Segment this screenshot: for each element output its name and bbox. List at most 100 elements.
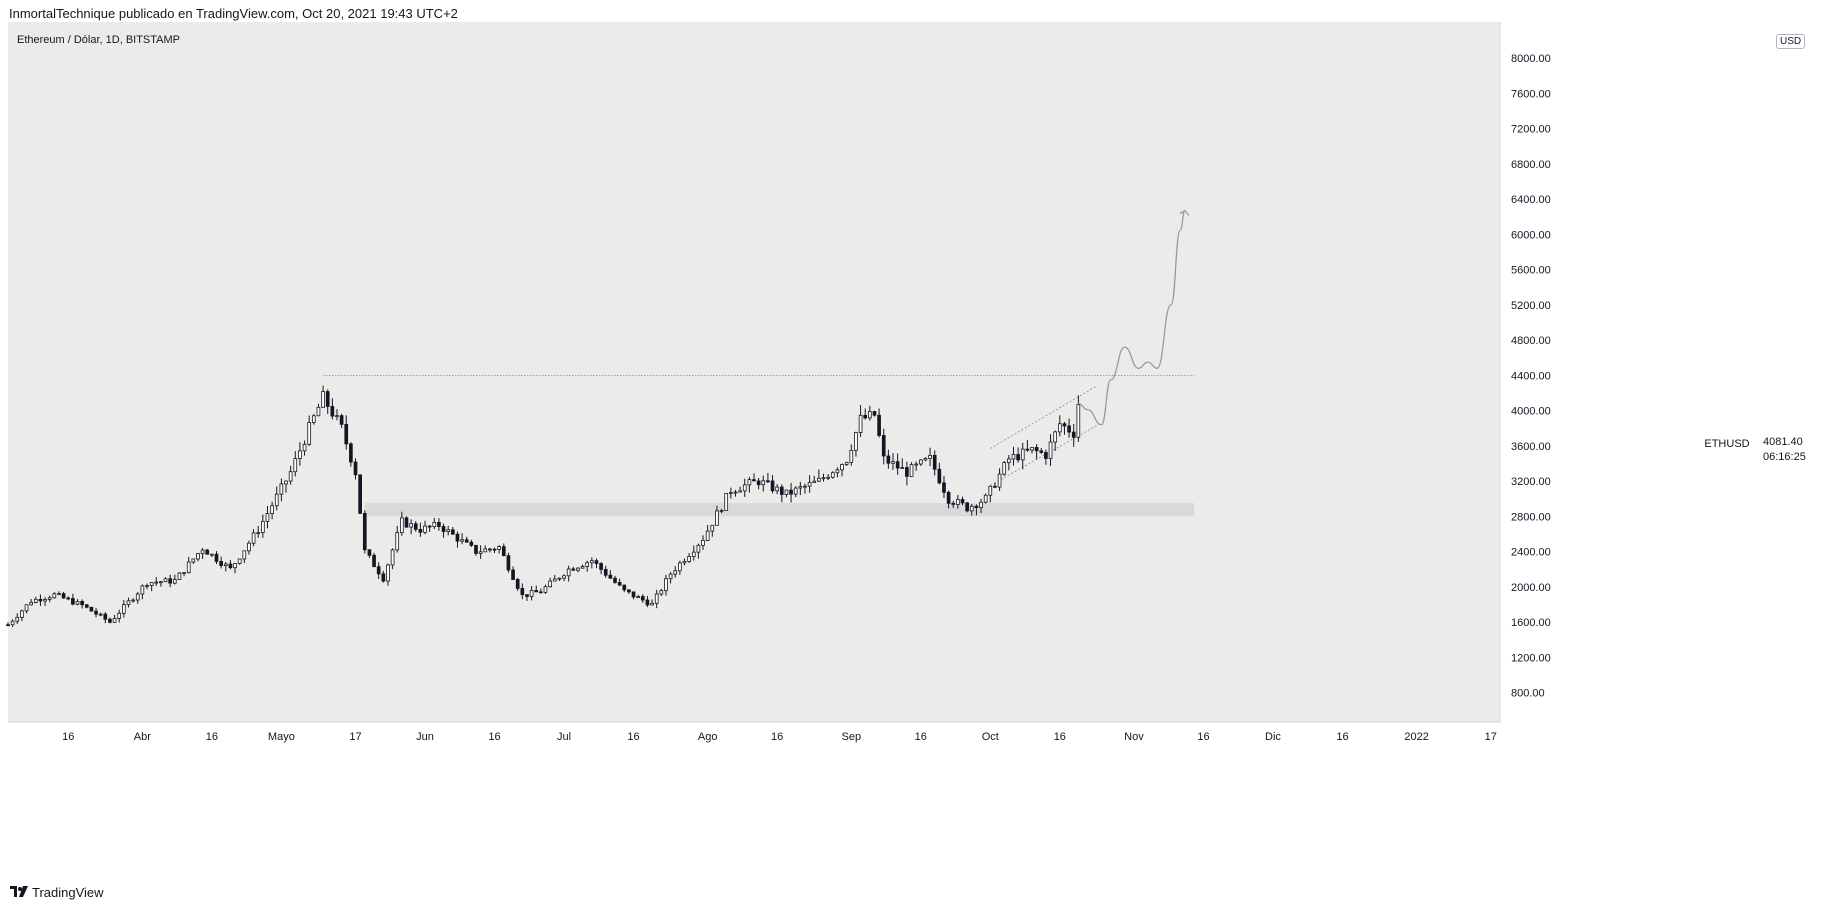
candle-up (223, 563, 228, 566)
candle-down (993, 485, 997, 488)
candle-up (29, 601, 34, 606)
candle-down (38, 598, 43, 602)
candle-down (381, 573, 386, 582)
candle-down (895, 461, 900, 469)
candle-up (117, 612, 122, 619)
candle-down (214, 553, 219, 562)
footer-brand[interactable]: TradingView (0, 882, 300, 906)
candle-up (928, 454, 932, 459)
candle-down (640, 596, 645, 601)
candle-up (210, 553, 214, 556)
time-tick-label: 2022 (1404, 731, 1428, 743)
time-tick-label: Abr (134, 731, 151, 743)
candle-down (942, 482, 946, 493)
price-axis[interactable]: 400.00800.001200.001600.002000.002400.00… (1499, 22, 1834, 735)
candle-up (177, 572, 182, 581)
candle-up (15, 616, 20, 622)
candle-down (881, 435, 886, 457)
candle-down (645, 599, 650, 606)
candle-up (251, 532, 256, 544)
candle-up (446, 529, 451, 532)
candle-up (988, 485, 993, 496)
candle-up (140, 585, 145, 595)
candle-down (362, 513, 367, 551)
candle-down (501, 546, 506, 557)
candle-up (580, 566, 585, 569)
candle-down (427, 525, 432, 528)
candle-up (650, 602, 654, 606)
candle-up (98, 613, 103, 616)
candle-up (20, 610, 24, 618)
candle-up (844, 462, 849, 465)
channel-lower-line (990, 422, 1102, 486)
channel-upper-line (990, 385, 1098, 449)
candle-up (386, 564, 390, 582)
candle-up (918, 459, 923, 465)
candle-up (733, 491, 738, 494)
footer-brand-text: TradingView (32, 885, 104, 900)
candle-up (775, 486, 780, 492)
candle-down (960, 499, 965, 504)
candle-up (687, 556, 691, 562)
candle-up (914, 463, 919, 466)
candle-up (298, 450, 302, 460)
candle-up (1020, 448, 1025, 461)
time-axis[interactable]: 16 Abr 16 Mayo 17 Jun 16 Jul 16 Ago 16 Sep 16 Oct 16 No… (0, 721, 1834, 750)
candles-group (6, 385, 1081, 628)
candle-down (631, 591, 636, 598)
candle-up (483, 548, 488, 553)
price-tick-label: 3200.00 (1511, 476, 1551, 488)
currency-badge[interactable]: USD (1776, 34, 1806, 49)
candle-down (372, 554, 376, 568)
candle-up (696, 544, 701, 553)
candle-up (636, 596, 640, 598)
candle-down (358, 474, 362, 514)
candle-up (10, 620, 15, 626)
candle-down (603, 569, 608, 576)
candle-up (307, 422, 312, 445)
candle-up (803, 485, 807, 488)
candle-down (779, 486, 784, 495)
candle-up (728, 492, 733, 494)
candle-up (668, 573, 673, 580)
candle-down (228, 563, 233, 569)
bar-countdown: 06:16:25 (1763, 451, 1806, 463)
price-tick-label: 1600.00 (1511, 617, 1551, 629)
candle-down (437, 522, 441, 527)
price-tick-label: 6000.00 (1511, 229, 1551, 241)
candle-down (511, 569, 515, 580)
candle-down (413, 523, 418, 530)
candle-up (529, 590, 534, 597)
symbol-title: Ethereum / Dólar, 1D, BITSTAMP (17, 34, 181, 46)
publisher-caption: InmortalTechnique publicado en TradingVi… (9, 6, 458, 21)
candle-down (418, 528, 423, 533)
candle-up (821, 477, 826, 480)
candle-up (478, 551, 483, 554)
candle-up (237, 558, 242, 564)
time-tick-label: Jul (557, 731, 571, 743)
candle-down (594, 560, 599, 564)
candle-down (367, 549, 372, 556)
time-tick-label: Mayo (268, 731, 295, 743)
chart-svg[interactable]: 400.00800.001200.001600.002000.002400.00… (0, 0, 1834, 880)
price-tick-label: 4400.00 (1511, 370, 1551, 382)
candle-down (1016, 454, 1020, 461)
candle-up (390, 549, 395, 566)
price-tick-label: 6400.00 (1511, 194, 1551, 206)
candle-down (1039, 450, 1044, 453)
time-tick-label: 16 (627, 731, 639, 743)
candle-down (886, 455, 891, 464)
support-zone-group (364, 503, 1195, 517)
price-axis-background (1500, 22, 1834, 722)
candle-down (539, 591, 543, 594)
projection-group (1078, 209, 1190, 426)
candle-down (474, 544, 478, 554)
candle-up (691, 551, 696, 557)
candle-down (6, 624, 10, 627)
candle-down (325, 391, 330, 407)
price-tick-label: 7200.00 (1511, 124, 1551, 136)
price-tick-label: 4800.00 (1511, 335, 1551, 347)
candle-down (789, 489, 793, 495)
candle-down (488, 548, 492, 551)
price-tick-label: 3600.00 (1511, 441, 1551, 453)
